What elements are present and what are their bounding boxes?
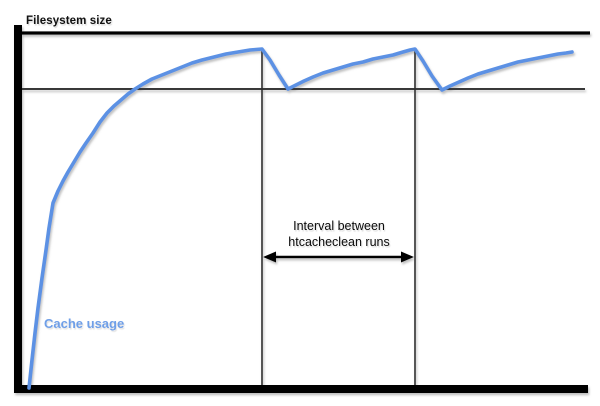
cache-usage-curve xyxy=(27,47,574,390)
x-axis-bar xyxy=(14,385,588,393)
interval-annotation: Interval between htcacheclean runs xyxy=(262,219,416,250)
chart-shapes xyxy=(14,25,590,393)
interval-arrow-head-left xyxy=(263,251,276,263)
interval-annotation-line2: htcacheclean runs xyxy=(288,234,390,249)
y-axis-bar xyxy=(14,25,22,393)
interval-arrow-head-right xyxy=(401,251,414,263)
interval-annotation-line1: Interval between xyxy=(293,219,385,233)
filesystem-size-label: Filesystem size xyxy=(26,15,112,27)
cache-usage-label: Cache usage xyxy=(44,316,125,331)
